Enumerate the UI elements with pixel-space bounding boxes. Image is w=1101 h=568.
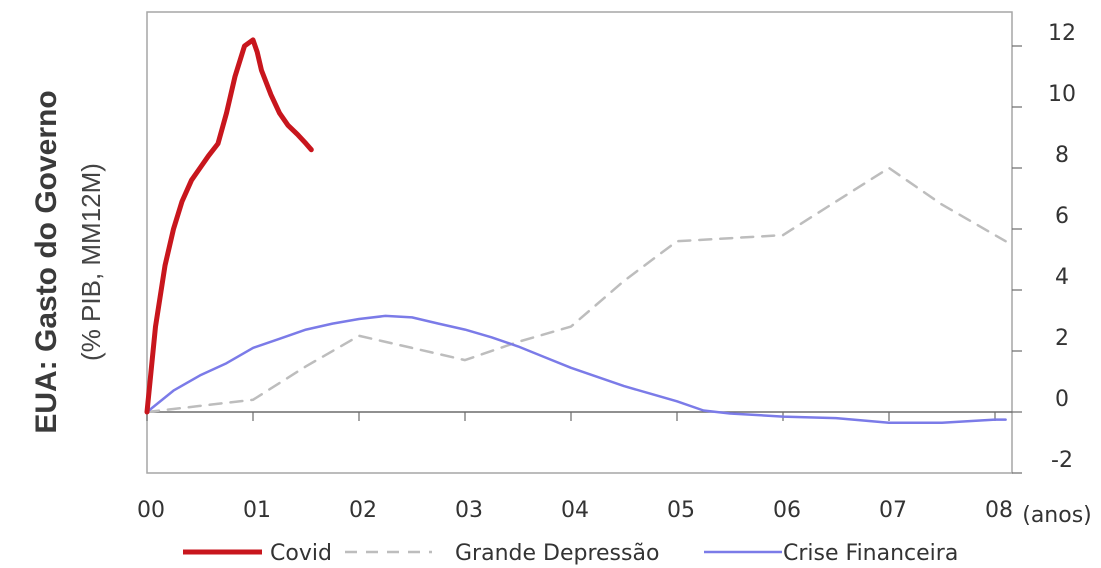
y-tick-label: 12 [1048,21,1076,46]
y-axis-sublabel: (% PIB, MM12M) [76,163,106,361]
y-axis-title: EUA: Gasto do Governo (% PIB, MM12M) [30,90,106,433]
x-tick-label: 07 [879,498,907,523]
legend-label-1: Grande Depressão [455,541,659,566]
x-tick-label: 03 [455,498,483,523]
x-tick-labels: 00 01 02 03 04 05 06 07 08 [137,498,1013,523]
legend: Covid Grande Depressão Crise Financeira [183,541,958,566]
y-tick-label: 6 [1055,204,1069,229]
x-tick-label: 04 [561,498,589,523]
series-lines [144,37,1007,424]
y-axis-label: EUA: Gasto do Governo [30,90,63,433]
x-tick-label: 02 [349,498,377,523]
y-tick-labels: 12 10 8 6 4 2 0 -2 [1048,21,1076,473]
x-tick-label: 01 [243,498,271,523]
y-tick-label: -2 [1051,448,1073,473]
y-tick-label: 4 [1055,265,1069,290]
y-tick-label: 8 [1055,143,1069,168]
plot-frame [146,11,1013,474]
y-tick-label: 10 [1048,82,1076,107]
series-line-2 [145,314,1007,424]
x-tick-label: 05 [667,498,695,523]
y-tick-label: 0 [1055,387,1069,412]
series-line-0 [144,37,314,415]
x-axis-unit-label: (anos) [1022,503,1092,528]
legend-label-0: Covid [270,541,332,566]
series-line-1 [145,166,1007,414]
y-tick-label: 2 [1055,326,1069,351]
x-tick-label: 06 [773,498,801,523]
x-tick-label: 08 [985,498,1013,523]
axis-ticks [146,45,1022,474]
legend-label-2: Crise Financeira [783,541,958,566]
x-tick-label: 00 [137,498,165,523]
